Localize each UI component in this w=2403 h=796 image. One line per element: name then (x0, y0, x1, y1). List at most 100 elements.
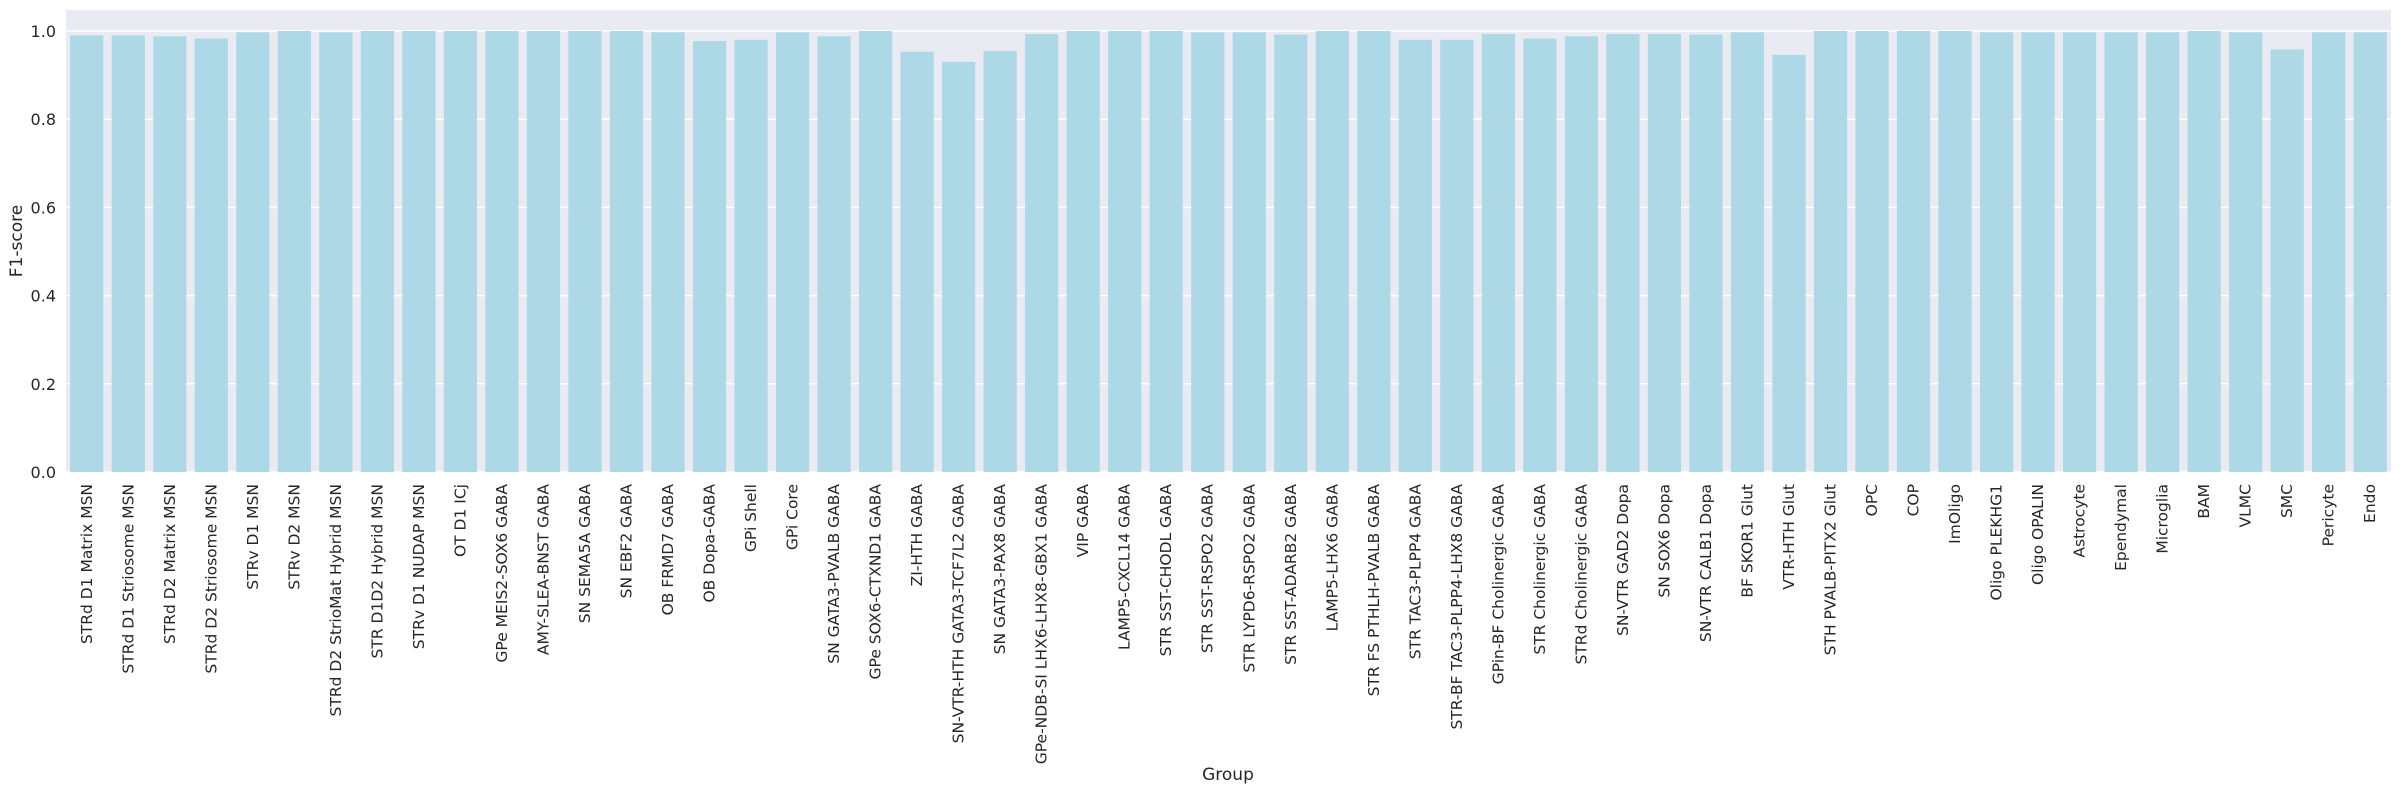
x-tick-label: STR SST-ADARB2 GABA (1282, 484, 1300, 665)
bar (1108, 31, 1142, 472)
x-tick-label: VTR-HTH Glut (1780, 484, 1798, 590)
x-tick-label: STR SST-RSPO2 GABA (1199, 484, 1217, 654)
bar (2187, 31, 2221, 472)
x-tick-label: AMY-SLEA-BNST GABA (534, 484, 552, 655)
x-tick-label: GPe MEIS2-SOX6 GABA (493, 484, 511, 663)
x-tick-label: STR TAC3-PLPP4 GABA (1406, 484, 1424, 660)
bar (70, 35, 104, 472)
bar (319, 32, 353, 472)
bar (153, 36, 187, 473)
bar (360, 31, 394, 472)
x-tick-label: ImOligo (1946, 484, 1964, 544)
x-tick-labels: STRd D1 Matrix MSN STRd D1 Striosome MSN S… (78, 484, 2379, 765)
bar (1896, 31, 1931, 472)
x-axis-label: Group (1202, 765, 1254, 785)
bar (194, 38, 228, 472)
x-tick-label: LAMP5-LHX6 GABA (1323, 484, 1341, 632)
bar (1730, 32, 1765, 472)
bar (1315, 31, 1349, 472)
bar (2063, 32, 2097, 472)
x-tick-label: GPe SOX6-CTXND1 GABA (867, 484, 885, 680)
x-tick-label: Astrocyte (2071, 484, 2089, 558)
x-tick-label: Endo (2361, 484, 2379, 523)
x-tick-label: SN SOX6 Dopa (1655, 484, 1673, 598)
bar (568, 31, 602, 472)
bar (1066, 31, 1100, 472)
bar (1647, 34, 1682, 472)
bar (1938, 31, 1972, 472)
x-tick-label: STRv D2 MSN (285, 484, 303, 590)
x-tick-label: GPi Core (784, 484, 802, 550)
x-tick-label: SN-VTR-HTH GATA3-TCF7L2 GABA (950, 484, 968, 744)
y-tick-label: 0.2 (31, 375, 56, 394)
bar (443, 31, 478, 472)
x-tick-label: Microglia (2154, 484, 2172, 554)
x-tick-label: STRv D1 NUDAP MSN (410, 484, 428, 649)
bar (2270, 49, 2304, 472)
y-tick-labels: 0.0 0.2 0.4 0.6 0.8 1.0 (31, 22, 56, 482)
x-tick-label: SN-VTR GAD2 Dopa (1614, 484, 1632, 636)
bar (2312, 32, 2346, 472)
bar (2229, 32, 2263, 472)
bar (734, 39, 768, 472)
bar (1274, 34, 1308, 472)
bar (651, 32, 685, 472)
bar (1481, 34, 1515, 472)
x-tick-label: STRd D2 Striosome MSN (202, 484, 220, 674)
x-tick-label: BAM (2195, 484, 2213, 519)
x-tick-label: SN GATA3-PAX8 GABA (991, 484, 1009, 655)
y-tick-label: 0.6 (31, 198, 56, 217)
bars (70, 31, 2387, 473)
y-tick-label: 0.0 (31, 463, 56, 482)
x-tick-label: Oligo PLEKHG1 (1988, 484, 2006, 601)
x-tick-label: STRd D1 Striosome MSN (119, 484, 137, 674)
bar (402, 31, 436, 472)
bar (1689, 34, 1723, 472)
bar (942, 61, 976, 473)
bar (692, 41, 727, 472)
bar (1191, 32, 1225, 472)
bar (111, 35, 145, 472)
x-tick-label: STR LYPD6-RSPO2 GABA (1240, 484, 1258, 673)
x-tick-label: SN EBF2 GABA (617, 484, 635, 599)
bar (775, 32, 810, 472)
bar (1606, 34, 1640, 472)
x-tick-label: Oligo OPALIN (2029, 484, 2047, 585)
y-axis-label: F1-score (7, 205, 27, 277)
bar (2104, 32, 2138, 472)
x-tick-label: STRd Cholinergic GABA (1572, 484, 1590, 665)
x-tick-label: Pericyte (2320, 484, 2338, 546)
x-tick-label: STR SST-CHODL GABA (1157, 484, 1175, 657)
x-tick-label: STRd D2 StrioMat Hybrid MSN (327, 484, 345, 716)
x-tick-label: STRd D2 Matrix MSN (161, 484, 179, 644)
x-tick-label: GPe-NDB-SI LHX6-LHX8-GBX1 GABA (1033, 484, 1051, 765)
x-tick-label: Ependymal (2112, 484, 2130, 571)
x-tick-label: STH PVALB-PITX2 Glut (1822, 484, 1840, 655)
bar (1523, 38, 1557, 472)
x-tick-label: SMC (2278, 484, 2296, 518)
x-tick-label: OB FRMD7 GABA (659, 484, 677, 616)
x-tick-label: OPC (1863, 484, 1881, 516)
x-tick-label: COP (1905, 484, 1923, 516)
x-tick-label: OT D1 ICj (451, 484, 469, 557)
x-tick-label: OB Dopa-GABA (701, 484, 719, 603)
x-tick-label: GPi Shell (742, 484, 760, 552)
bar (1232, 32, 1266, 472)
x-tick-label: SN SEMA5A GABA (576, 484, 594, 624)
bar (609, 31, 644, 472)
x-tick-label: STR Cholinergic GABA (1531, 484, 1549, 655)
bar (2353, 32, 2387, 472)
bar (485, 31, 519, 472)
x-tick-label: STR FS PTHLH-PVALB GABA (1365, 484, 1383, 697)
x-tick-label: STR D1D2 Hybrid MSN (368, 484, 386, 658)
bar (1149, 31, 1183, 472)
bar (526, 31, 561, 472)
bar (1979, 32, 2014, 472)
bar (277, 31, 311, 472)
x-tick-label: VIP GABA (1074, 484, 1092, 558)
x-tick-label: SN-VTR CALB1 Dopa (1697, 484, 1715, 642)
y-tick-label: 0.8 (31, 110, 56, 129)
y-tick-label: 1.0 (31, 22, 56, 41)
bar (2021, 32, 2055, 472)
